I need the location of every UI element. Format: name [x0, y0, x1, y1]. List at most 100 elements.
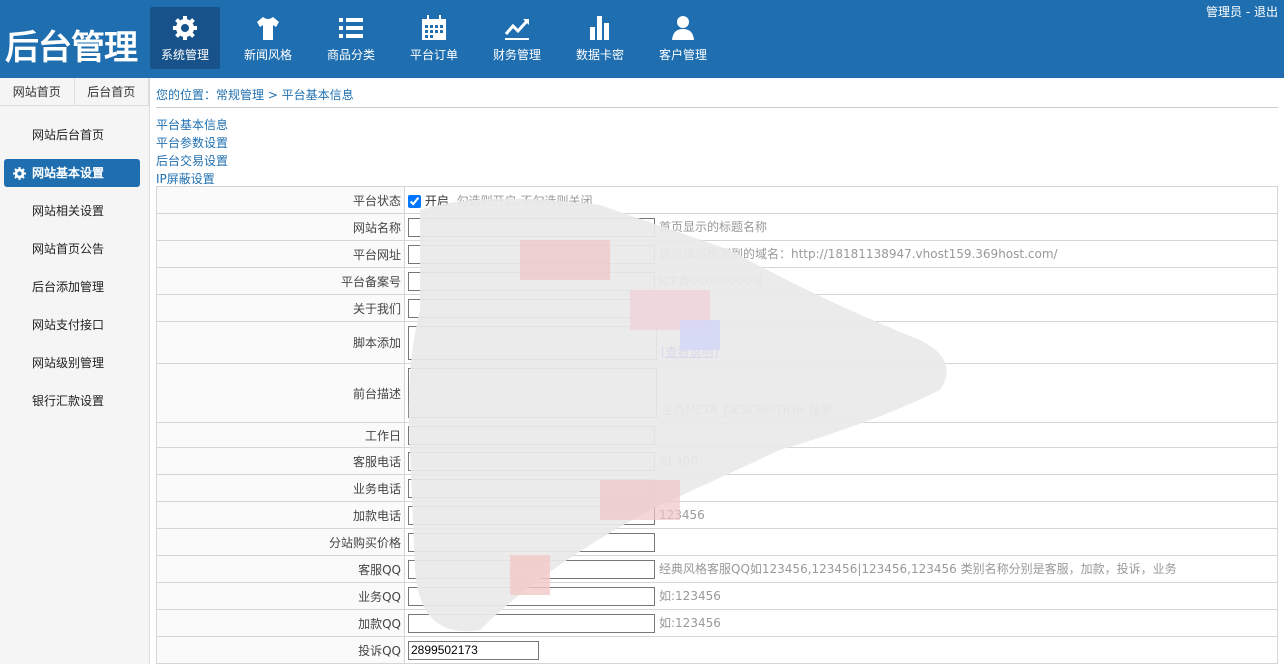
sidebar-item[interactable]: 网站级别管理 — [4, 349, 140, 377]
nav-gear[interactable]: 系统管理 — [150, 7, 220, 69]
sidebar-item[interactable]: 后台添加管理 — [4, 273, 140, 301]
field-label: 关于我们 — [156, 294, 405, 322]
form-row: 关于我们 — [156, 294, 1278, 322]
script-textarea[interactable] — [408, 325, 657, 360]
text-field[interactable] — [408, 425, 655, 445]
sidebar-item-label: 网站后台首页 — [32, 128, 105, 142]
bar-chart-icon — [590, 16, 609, 40]
form-row: 加款电话 123456 — [156, 501, 1278, 529]
text-field[interactable] — [408, 244, 655, 264]
field-label: 分站购买价格 — [156, 528, 405, 556]
nav-list[interactable]: 商品分类 — [316, 7, 386, 69]
sub-link[interactable]: 后台交易设置 — [156, 154, 229, 168]
nav-tshirt[interactable]: 新闻风格 — [233, 7, 303, 69]
field-label: 业务电话 — [156, 474, 405, 502]
sub-link[interactable]: 平台参数设置 — [156, 136, 229, 150]
admin-link[interactable]: 管理员 — [1206, 5, 1243, 19]
sub-link[interactable]: IP屏蔽设置 — [156, 172, 215, 186]
field-label: 平台网址 — [156, 240, 405, 268]
tab-admin-home[interactable]: 后台首页 — [75, 78, 149, 105]
hint: 如:123456 — [659, 588, 721, 603]
hint: 如:400 — [659, 453, 698, 468]
calendar-icon — [422, 15, 446, 40]
complaint-qq-field[interactable] — [408, 640, 539, 660]
sidebar-item[interactable]: 网站支付接口 — [4, 311, 140, 339]
form-row: 加款QQ 如:123456 — [156, 609, 1278, 637]
hint: 主页META_DESCRIPTION 搜索 — [661, 403, 833, 417]
sidebar-item-label: 网站相关设置 — [32, 204, 105, 218]
form-row: 网站名称 首页显示的标题名称 — [156, 213, 1278, 241]
text-field[interactable] — [408, 586, 655, 606]
field-label: 业务QQ — [156, 582, 405, 610]
field-label: 前台描述 — [156, 363, 405, 423]
nav-label: 客户管理 — [658, 48, 707, 62]
nav-label: 财务管理 — [492, 48, 541, 62]
gear-icon — [173, 16, 197, 40]
form-row: 脚本添加 [查看说明] — [156, 321, 1278, 364]
form-row: 前台描述主页META_DESCRIPTION 搜索 — [156, 363, 1278, 423]
list-icon — [339, 18, 363, 38]
field-label: 平台状态 — [156, 186, 405, 214]
field-label: 平台备案号 — [156, 267, 405, 295]
text-field[interactable] — [408, 217, 655, 237]
form-row: 工作日 — [156, 422, 1278, 448]
nav-label: 系统管理 — [160, 48, 209, 62]
form-row: 平台状态 开启 勾选则开启,不勾选则关闭 — [156, 186, 1278, 214]
field-label: 投诉QQ — [156, 636, 405, 664]
top-header: 后台管理 系统管理 新闻风格 商品分类 平台订单 财务管理 数据卡密 客户管理 管理员 - … — [0, 0, 1284, 78]
text-field[interactable] — [408, 451, 655, 471]
hint: ICP备00000000号 — [659, 273, 764, 288]
sub-link[interactable]: 平台基本信息 — [156, 118, 229, 132]
form-row: 业务QQ 如:123456 — [156, 582, 1278, 610]
description-textarea[interactable] — [408, 368, 657, 418]
nav-label: 新闻风格 — [243, 48, 292, 62]
text-field[interactable] — [408, 613, 655, 633]
settings-form: 平台状态 开启 勾选则开启,不勾选则关闭 网站名称 首页显示的标题名称 平台网址 建议填… — [156, 186, 1278, 664]
nav-label: 数据卡密 — [575, 48, 624, 62]
checkbox-label: 开启 — [424, 193, 449, 208]
field-label: 加款QQ — [156, 609, 405, 637]
nav-user[interactable]: 客户管理 — [648, 7, 718, 69]
form-row: 平台备案号 ICP备00000000号 — [156, 267, 1278, 295]
text-field[interactable] — [408, 271, 655, 291]
field-label: 工作日 — [156, 422, 405, 448]
sidebar-item[interactable]: 银行汇款设置 — [4, 387, 140, 415]
status-checkbox[interactable] — [408, 194, 421, 208]
hint: 勾选则开启,不勾选则关闭 — [456, 193, 593, 208]
sidebar-item-label: 网站支付接口 — [32, 318, 105, 332]
sidebar-item[interactable]: 网站相关设置 — [4, 197, 140, 225]
nav-label: 商品分类 — [326, 48, 375, 62]
field-label: 加款电话 — [156, 501, 405, 529]
form-row: 客服电话 如:400 — [156, 447, 1278, 475]
breadcrumb: 您的位置：常规管理 > 平台基本信息 — [156, 86, 1278, 108]
user-area: 管理员 - 退出 — [1206, 3, 1278, 20]
tshirt-icon — [257, 17, 279, 40]
form-row: 业务电话 — [156, 474, 1278, 502]
text-field[interactable] — [408, 559, 655, 579]
sidebar-item[interactable]: 网站基本设置 — [4, 159, 140, 187]
hint: 经典风格客服QQ如123456,123456|123456,123456 类别名… — [659, 561, 1177, 576]
text-field[interactable] — [408, 532, 655, 552]
nav-label: 平台订单 — [409, 48, 458, 62]
text-field[interactable] — [408, 505, 655, 525]
nav-calendar[interactable]: 平台订单 — [399, 7, 469, 69]
separator: - — [1242, 5, 1254, 19]
form-row: 客服QQ 经典风格客服QQ如123456,123456|123456,123456… — [156, 555, 1278, 583]
hint: 如:123456 — [659, 615, 721, 630]
sidebar-item[interactable]: 网站后台首页 — [4, 121, 140, 149]
text-field[interactable] — [408, 478, 655, 498]
sidebar-item[interactable]: 网站首页公告 — [4, 235, 140, 263]
form-row: 分站购买价格 — [156, 528, 1278, 556]
tab-site-home[interactable]: 网站首页 — [0, 78, 75, 105]
sidebar-item-label: 银行汇款设置 — [32, 394, 105, 408]
view-help-link[interactable]: [查看说明] — [660, 344, 719, 359]
form-row: 投诉QQ — [156, 636, 1278, 664]
field-label: 脚本添加 — [156, 321, 405, 364]
nav-bar-chart[interactable]: 数据卡密 — [565, 7, 635, 69]
text-field[interactable] — [408, 298, 655, 318]
logout-link[interactable]: 退出 — [1253, 5, 1278, 19]
field-label: 网站名称 — [156, 213, 405, 241]
sidebar: 网站首页 后台首页 网站后台首页 网站基本设置 网站相关设置 网站首页公告 后台添加管理网… — [0, 78, 150, 664]
hint: 建议填写检测到的域名：http://18181138947.vhost159.3… — [659, 246, 1058, 261]
nav-trend-chart[interactable]: 财务管理 — [482, 7, 552, 69]
